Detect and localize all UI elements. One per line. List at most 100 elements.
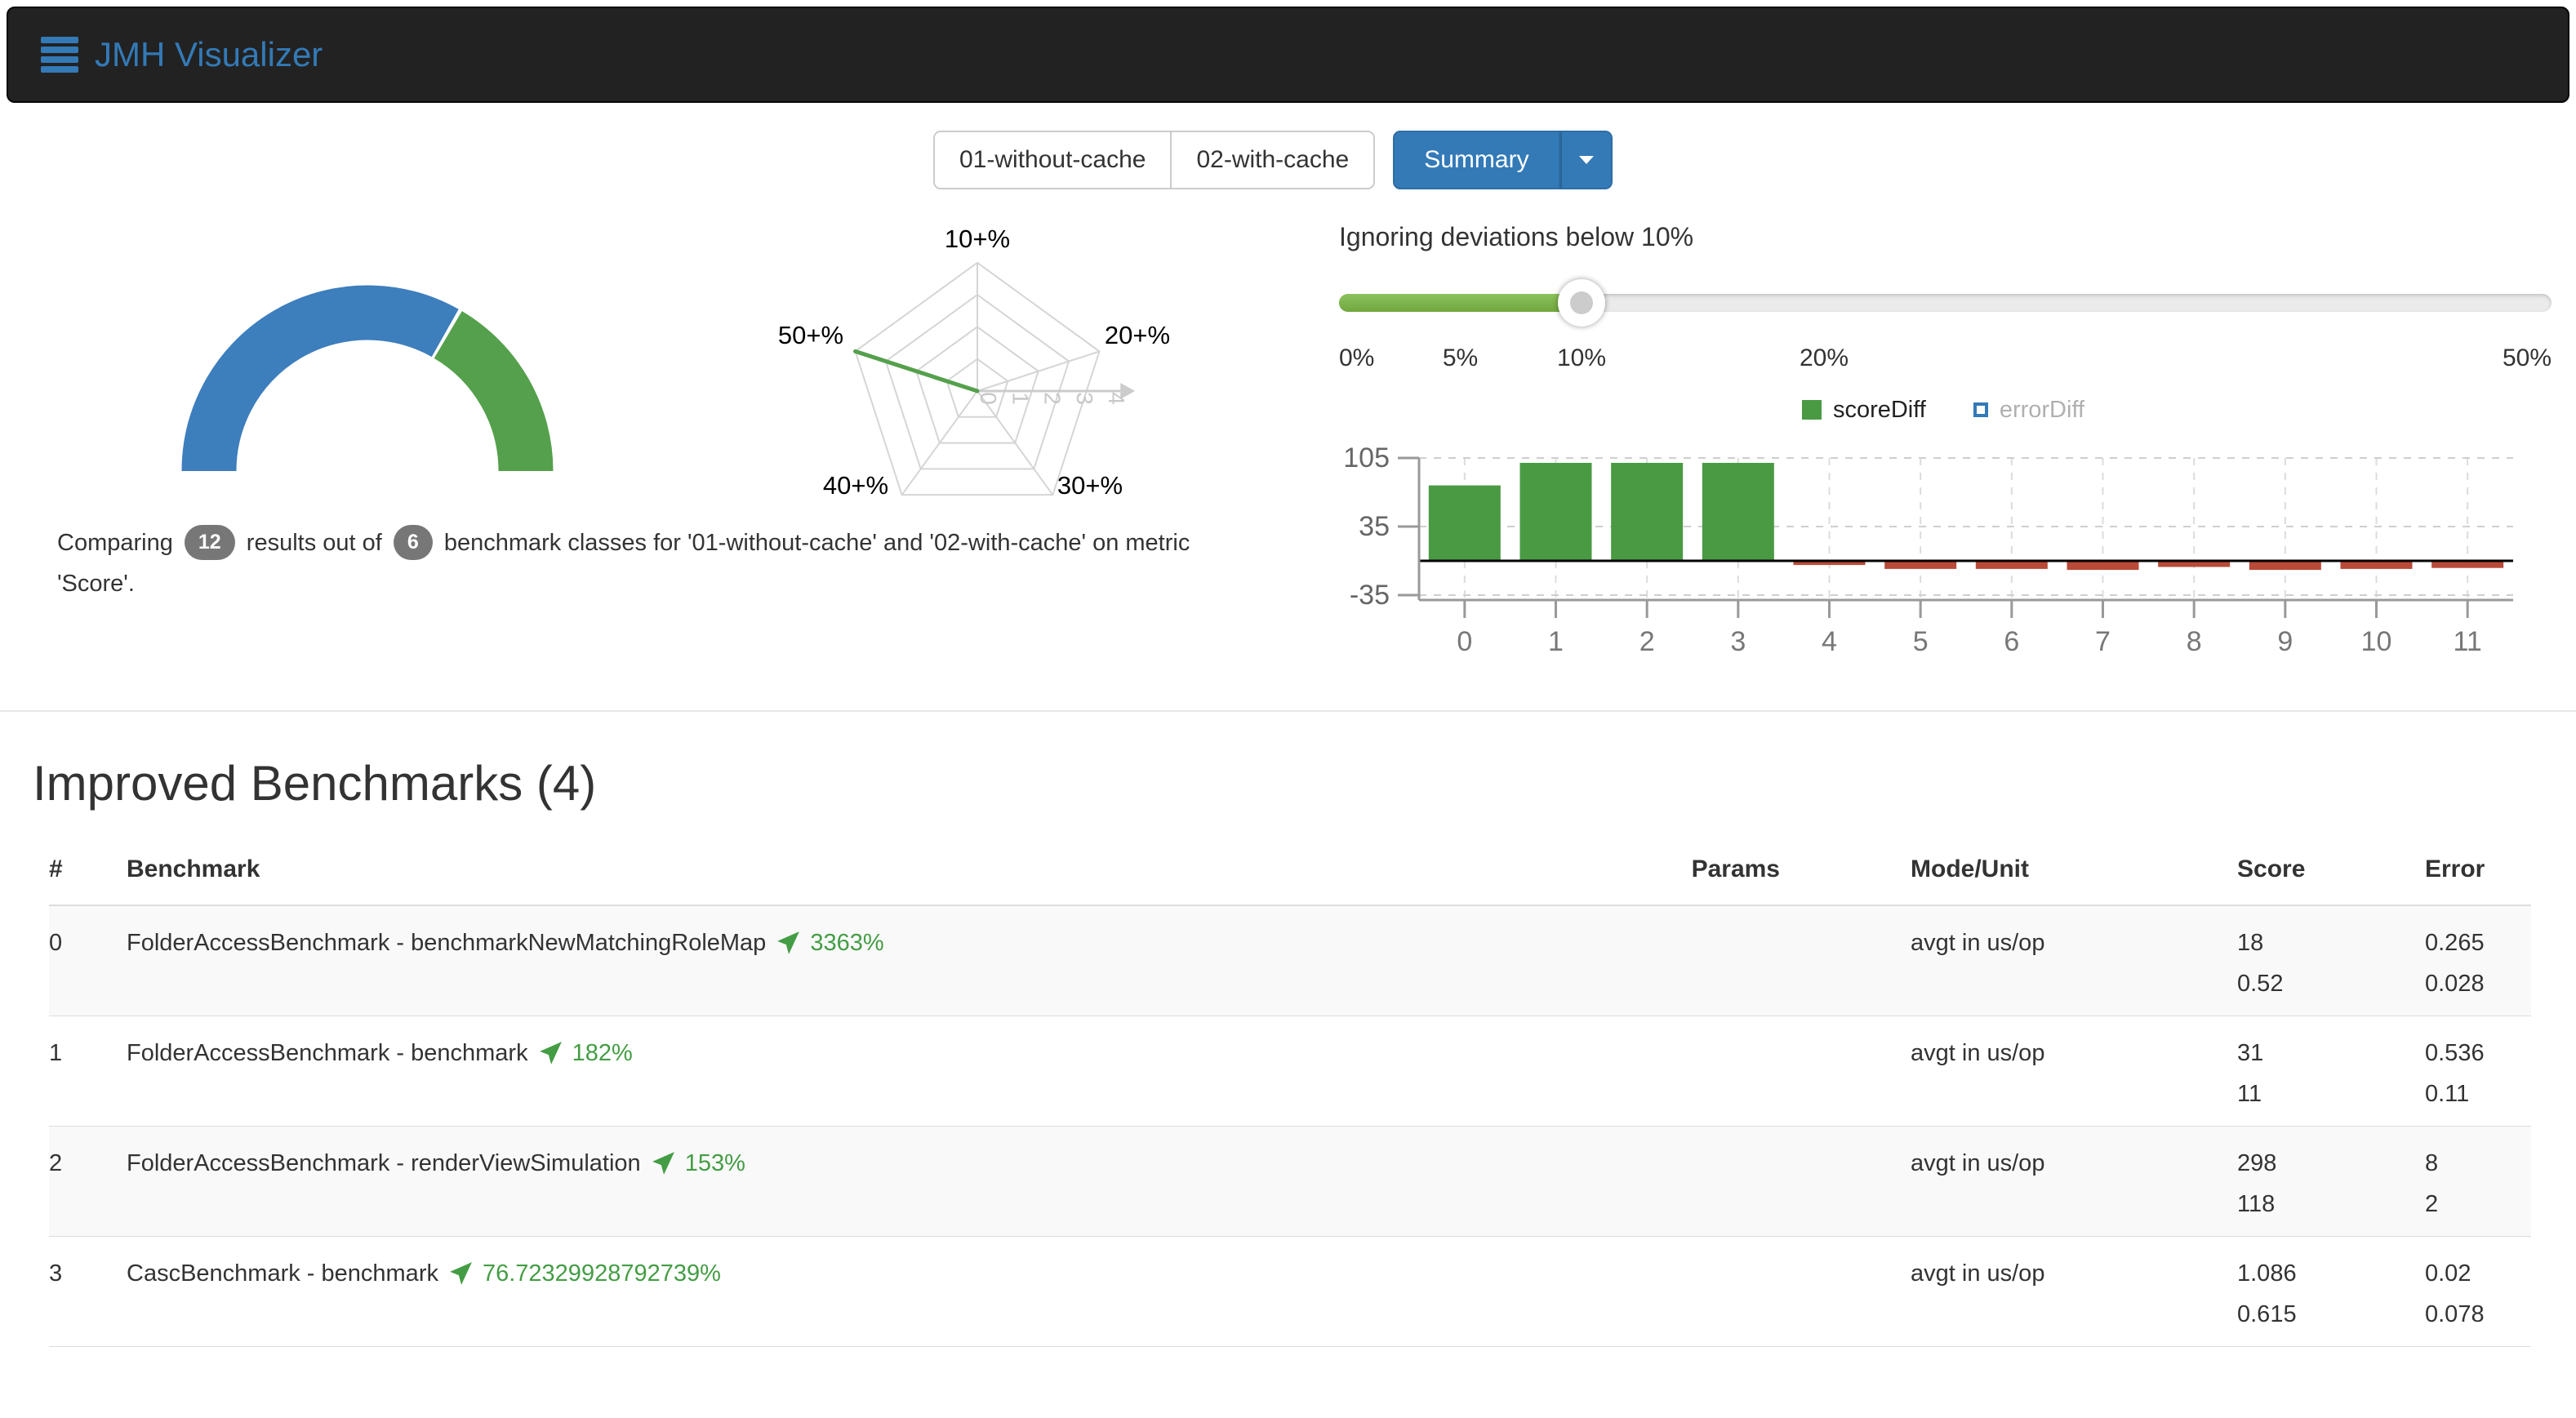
- score-value: 11: [2237, 1081, 2262, 1107]
- improvement-arrow-icon: [652, 1152, 674, 1175]
- classes-count-badge: 6: [393, 525, 433, 560]
- params-cell: [1674, 1237, 1886, 1347]
- benchmark-row-2: 2 FolderAccessBenchmark - renderViewSimul…: [49, 1126, 2531, 1237]
- slider-fill: [1339, 294, 1582, 312]
- mode-unit-cell: avgt in us/op: [1911, 1150, 2045, 1176]
- radar-axis-label: 10+%: [945, 224, 1010, 253]
- error-value: 0.11: [2425, 1081, 2470, 1107]
- x-tick-label: 2: [1639, 626, 1655, 657]
- legend-swatch-icon: [1801, 400, 1822, 420]
- slider-tick-label-0%: 0%: [1339, 344, 1375, 371]
- y-tick-label: 35: [1359, 511, 1390, 542]
- y-tick-label: -35: [1350, 580, 1390, 611]
- params-cell: [1674, 1016, 1886, 1127]
- gauge-segment-improved: [434, 311, 554, 472]
- col-header-error: Error: [2400, 841, 2531, 906]
- table-header: # Benchmark Params Mode/Unit Score Error: [49, 841, 2531, 906]
- navbar: JMH Visualizer: [7, 7, 2569, 103]
- x-tick-label: 10: [2361, 626, 2392, 657]
- brand-link[interactable]: JMH Visualizer: [41, 8, 323, 101]
- radar-grid-ring: [854, 261, 1101, 496]
- results-count-badge: 12: [184, 525, 235, 560]
- summary-button[interactable]: Summary: [1393, 131, 1560, 189]
- benchmark-cell: CascBenchmark - benchmark 76.723299287927…: [127, 1237, 1674, 1347]
- x-tick-label: 0: [1457, 626, 1472, 657]
- error-value: 0.536: [2425, 1040, 2485, 1066]
- radar-tick-label: 1: [1008, 392, 1033, 405]
- score-cell: 298 118: [2213, 1127, 2400, 1237]
- score-value: 1.086: [2237, 1260, 2297, 1287]
- chart-legend: scoreDiff errorDiff: [1306, 390, 2576, 429]
- benchmark-cell: FolderAccessBenchmark - renderViewSimula…: [127, 1127, 1674, 1237]
- error-value: 0.078: [2425, 1301, 2485, 1327]
- slider-tick-label-50%: 50%: [2502, 344, 2552, 371]
- params-cell: [1674, 905, 1886, 1016]
- summary-text-part: Comparing: [57, 530, 173, 556]
- radar-tick-label: 4: [1104, 392, 1129, 405]
- improvement-percent: 3363%: [810, 930, 884, 956]
- bar-scoreDiff-0: [1428, 485, 1501, 561]
- improvement-percent: 153%: [684, 1150, 745, 1176]
- chevron-down-icon: [1578, 156, 1594, 164]
- diff-bar-chart: 105 35 -35 0 1 2 3 4 5 6 7 8 9 10 11: [1343, 442, 2513, 657]
- score-value: 0.615: [2237, 1301, 2297, 1327]
- summary-text-part: results out of: [246, 530, 382, 556]
- x-tick-label: 11: [2454, 626, 2482, 657]
- col-header-score: Score: [2213, 841, 2400, 906]
- radar-spoke: [977, 350, 1100, 392]
- score-value: 298: [2237, 1150, 2277, 1176]
- error-cell: 0.02 0.078: [2400, 1237, 2531, 1347]
- mode-unit-cell: avgt in us/op: [1911, 1260, 2045, 1287]
- bar-scoreDiff-11: [2431, 562, 2504, 568]
- bar-scoreDiff-8: [2158, 562, 2231, 567]
- mode-unit-cell: avgt in us/op: [1911, 1040, 2045, 1066]
- result-gauge-chart: [181, 285, 554, 472]
- slider-handle[interactable]: [1558, 279, 1605, 327]
- col-header-params: Params: [1674, 841, 1886, 906]
- radar-tick-label: 3: [1072, 392, 1097, 405]
- deviation-slider-track[interactable]: [1339, 279, 2552, 327]
- run-button-02-with-cache[interactable]: 02-with-cache: [1170, 131, 1376, 189]
- col-header-mode-unit: Mode/Unit: [1886, 841, 2213, 906]
- benchmark-name: FolderAccessBenchmark - renderViewSimula…: [127, 1150, 641, 1176]
- legend-item-errorDiff[interactable]: errorDiff: [1973, 397, 2084, 424]
- diff-bar-chart-panel: scoreDiff errorDiff 105 35 -35 0 1 2 3 4 5 6 7 8 9 10 1…: [1306, 390, 2576, 676]
- error-value: 0.265: [2425, 930, 2485, 956]
- run-button-01-without-cache[interactable]: 01-without-cache: [933, 131, 1172, 189]
- row-index: 1: [49, 1040, 63, 1066]
- benchmark-name: CascBenchmark - benchmark: [127, 1260, 438, 1287]
- summary-text-part: benchmark classes for '01-without-cache'…: [57, 530, 1190, 597]
- legend-item-scoreDiff[interactable]: scoreDiff: [1801, 396, 1926, 424]
- radar-data-line: [852, 349, 980, 393]
- legend-label: scoreDiff: [1832, 396, 1926, 423]
- list-icon: [41, 37, 78, 73]
- error-value: 8: [2425, 1150, 2439, 1176]
- score-cell: 31 11: [2213, 1016, 2400, 1127]
- x-tick-label: 1: [1548, 626, 1564, 657]
- legend-swatch-icon: [1973, 402, 1988, 417]
- improvement-percent: 182%: [572, 1040, 633, 1066]
- radar-axis-label: 50+%: [778, 321, 843, 349]
- benchmark-row-3: 3 CascBenchmark - benchmark 76.72329928792…: [49, 1237, 2531, 1347]
- x-tick-label: 6: [2004, 626, 2019, 657]
- slider-tick-label-10%: 10%: [1556, 344, 1607, 371]
- radar-tick-label: 2: [1040, 392, 1066, 405]
- benchmark-name: FolderAccessBenchmark - benchmarkNewMatc…: [127, 930, 767, 956]
- benchmark-name: FolderAccessBenchmark - benchmark: [127, 1040, 528, 1066]
- x-tick-label: 8: [2187, 626, 2202, 657]
- improvement-arrow-icon: [539, 1042, 562, 1065]
- score-cell: 1.086 0.615: [2213, 1237, 2400, 1347]
- row-index: 0: [49, 930, 63, 956]
- col-header-benchmark: Benchmark: [127, 841, 1674, 906]
- score-value: 18: [2237, 930, 2264, 956]
- bar-scoreDiff-4: [1793, 562, 1866, 566]
- summary-dropdown-button[interactable]: [1559, 131, 1613, 189]
- benchmark-cell: FolderAccessBenchmark - benchmarkNewMatc…: [127, 905, 1674, 1016]
- col-header-num: #: [49, 841, 127, 906]
- improvement-percent: 76.72329928792739%: [482, 1260, 721, 1287]
- score-value: 31: [2237, 1040, 2264, 1066]
- row-index: 2: [49, 1150, 63, 1176]
- bar-scoreDiff-10: [2340, 562, 2413, 569]
- radar-spoke: [901, 390, 978, 496]
